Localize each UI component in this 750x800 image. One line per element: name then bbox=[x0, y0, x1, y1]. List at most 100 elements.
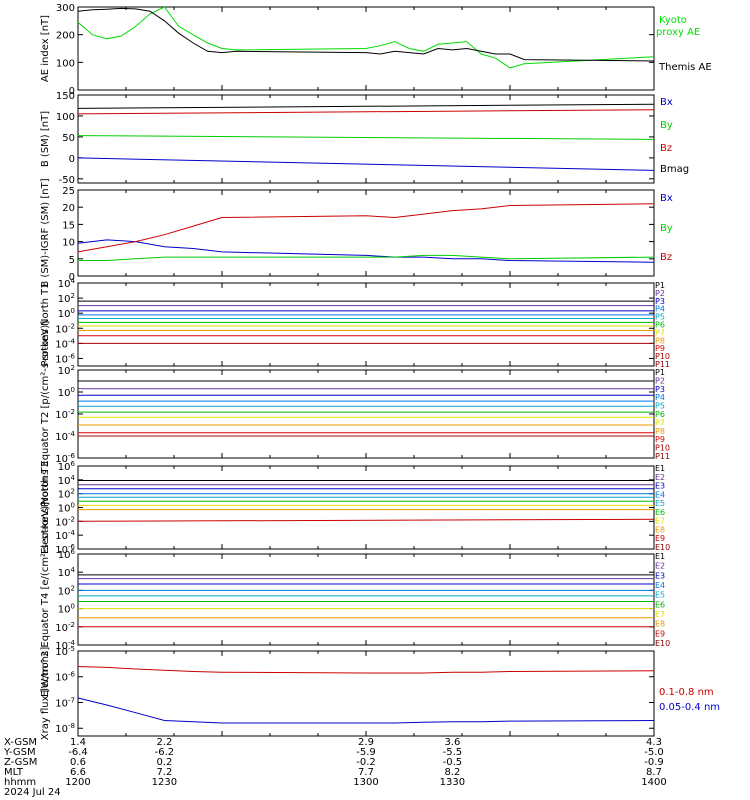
y-tick-label: 0 bbox=[69, 86, 75, 97]
series-label: Bz bbox=[660, 252, 672, 263]
series-line-bz bbox=[77, 109, 655, 115]
series-label: E8 bbox=[655, 525, 665, 534]
series-line-kyoto-proxy-ae bbox=[77, 6, 655, 69]
series-label: E7 bbox=[655, 517, 665, 526]
y-tick-label: 102 bbox=[58, 364, 75, 377]
series-label: P10 bbox=[655, 352, 670, 361]
footer-value: 0.2 bbox=[156, 757, 172, 768]
y-tick-label: 100 bbox=[58, 386, 75, 399]
footer-value: 8.2 bbox=[444, 767, 460, 778]
series-label: E9 bbox=[655, 534, 665, 543]
y-tick-label: 0 bbox=[69, 154, 75, 165]
series-label: By bbox=[660, 120, 673, 131]
footer-row-label: MLT bbox=[4, 767, 24, 778]
series-label: E5 bbox=[655, 499, 665, 508]
series-label: E5 bbox=[655, 591, 665, 600]
y-tick-label: 104 bbox=[58, 566, 76, 579]
series-label: P3 bbox=[655, 297, 665, 306]
footer-value: -0.5 bbox=[443, 757, 463, 768]
y-axis-label: Electrons Equator T4 [e/(cm²-s-sr-keV)] bbox=[40, 502, 51, 697]
y-tick-label: 15 bbox=[62, 220, 75, 231]
series-label: E10 bbox=[655, 639, 670, 648]
series-label: P8 bbox=[655, 427, 665, 436]
series-label: E6 bbox=[655, 508, 665, 517]
y-tick-label: 10-2 bbox=[55, 322, 75, 335]
panel-8: 10-5 10-6 10-7 10-8 Xray flux [W/m^2] 0.1-0.8… bbox=[40, 645, 720, 740]
series-label: E2 bbox=[655, 562, 665, 571]
series-line-by bbox=[78, 254, 655, 261]
series-label: Bmag bbox=[660, 164, 689, 175]
series-label: E2 bbox=[655, 473, 665, 482]
series-label: 0.1-0.8 nm bbox=[659, 687, 714, 698]
y-tick-label: 100 bbox=[58, 307, 75, 320]
series-label: E1 bbox=[655, 464, 665, 473]
footer-row-label: Z-GSM bbox=[4, 757, 37, 768]
series-label-kyoto: Kyoto bbox=[659, 15, 687, 26]
y-axis-label: B (SM) [nT] bbox=[40, 111, 51, 167]
footer-value: 7.2 bbox=[156, 767, 172, 778]
y-axis-label: Xray flux [W/m^2] bbox=[40, 647, 51, 741]
y-tick-label: 10-6 bbox=[55, 671, 75, 684]
y-tick-label: 100 bbox=[56, 112, 75, 123]
series-label: P5 bbox=[655, 313, 665, 322]
panel-5: 102 100 10-2 10-4 10-6 Protons Equator T2 [p/… bbox=[40, 321, 670, 508]
footer-row-label: hhmm bbox=[4, 777, 36, 788]
y-tick-label: 25 bbox=[62, 186, 75, 197]
series-label: P8 bbox=[655, 336, 665, 345]
series-line-by bbox=[77, 135, 655, 140]
y-tick-label: 106 bbox=[58, 548, 76, 561]
footer-value: 8.7 bbox=[646, 767, 662, 778]
footer-value: -0.9 bbox=[644, 757, 664, 768]
footer-value: 4.3 bbox=[646, 737, 662, 748]
footer-value: -5.0 bbox=[644, 747, 664, 758]
y-tick-label: 0 bbox=[69, 272, 75, 283]
footer-value: 1200 bbox=[65, 777, 90, 788]
series-label: By bbox=[660, 223, 673, 234]
footer-value: 6.6 bbox=[70, 767, 86, 778]
series-label: P9 bbox=[655, 435, 665, 444]
plot-frame bbox=[77, 282, 655, 367]
y-tick-label: 100 bbox=[56, 58, 75, 69]
y-tick-label: 10 bbox=[62, 238, 75, 249]
y-tick-label: 10-4 bbox=[55, 430, 75, 443]
footer-value: -6.4 bbox=[68, 747, 88, 758]
footer-value: -6.2 bbox=[155, 747, 175, 758]
y-tick-label: 100 bbox=[58, 502, 75, 515]
footer-value: -5.9 bbox=[356, 747, 376, 758]
footer-value: 1400 bbox=[641, 777, 666, 788]
y-tick-label: 10-2 bbox=[55, 621, 75, 634]
y-tick-label: 20 bbox=[62, 203, 75, 214]
series-label: E9 bbox=[655, 629, 665, 638]
series-label: P7 bbox=[655, 328, 665, 337]
panel-2: -50 0 50 100 150 B (SM) [nT] Bx By Bz Bmag bbox=[40, 91, 689, 186]
date-label: 2024 Jul 24 bbox=[4, 787, 61, 798]
series-label: Bx bbox=[660, 193, 673, 204]
footer-row-label: Y-GSM bbox=[3, 747, 36, 758]
y-axis-label: AE index [nT] bbox=[40, 15, 51, 82]
series-label: P6 bbox=[655, 410, 665, 419]
series-line-0-1-0-8-nm bbox=[77, 666, 655, 674]
y-tick-label: 106 bbox=[58, 460, 76, 473]
series-label: P3 bbox=[655, 385, 665, 394]
y-tick-label: 10-7 bbox=[55, 696, 75, 709]
series-label: Bz bbox=[660, 143, 672, 154]
y-tick-label: 10-4 bbox=[55, 639, 75, 652]
y-tick-label: 104 bbox=[58, 474, 76, 487]
series-label: P11 bbox=[655, 360, 670, 369]
series-label: E7 bbox=[655, 610, 665, 619]
series-line-bz bbox=[77, 203, 655, 253]
series-label: P1 bbox=[655, 281, 665, 290]
footer-value: 1300 bbox=[353, 777, 378, 788]
series-label: E3 bbox=[655, 482, 665, 491]
y-tick-label: 104 bbox=[58, 277, 76, 290]
y-tick-label: 50 bbox=[62, 133, 75, 144]
y-tick-label: 10-4 bbox=[55, 529, 75, 542]
y-tick-label: 10-5 bbox=[55, 645, 75, 658]
series-label: P1 bbox=[655, 368, 665, 377]
series-label: E4 bbox=[655, 581, 665, 590]
series-line-themis-ae bbox=[77, 7, 655, 62]
